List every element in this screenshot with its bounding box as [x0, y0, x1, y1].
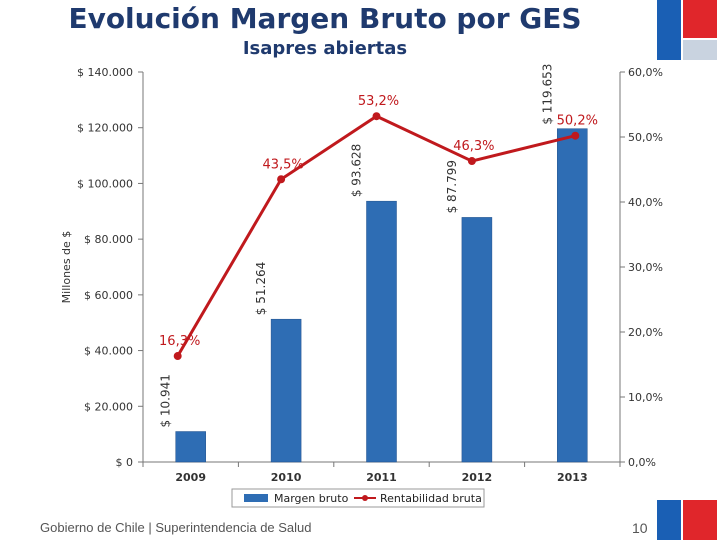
y-tick-label: $ 100.000 — [77, 177, 133, 190]
flag-bottom-right-icon — [657, 500, 717, 540]
y2-tick-label: 60,0% — [628, 66, 663, 79]
y-tick-label: $ 20.000 — [84, 400, 133, 413]
page-number: 10 — [632, 520, 648, 536]
legend-label: Margen bruto — [274, 492, 349, 505]
y2-tick-label: 40,0% — [628, 196, 663, 209]
bar-value-label: $ 51.264 — [254, 262, 268, 315]
bar — [461, 217, 493, 463]
footer-text: Gobierno de Chile | Superintendencia de … — [40, 520, 312, 535]
y2-tick-label: 20,0% — [628, 326, 663, 339]
y2-tick-label: 30,0% — [628, 261, 663, 274]
bar — [270, 318, 302, 463]
line-point — [277, 175, 286, 184]
flag-top-right-icon — [657, 0, 717, 60]
bar-value-label: $ 10.941 — [159, 374, 173, 427]
x-tick-label: 2009 — [175, 471, 206, 484]
line-value-label: 53,2% — [358, 94, 399, 109]
line-point — [372, 112, 381, 121]
y-tick-label: $ 140.000 — [77, 66, 133, 79]
line-value-label: 43,5% — [262, 157, 303, 172]
bar-value-label: $ 87.799 — [445, 160, 459, 213]
y2-tick-label: 0,0% — [628, 456, 656, 469]
y-tick-label: $ 40.000 — [84, 345, 133, 358]
bar-value-label: $ 93.628 — [350, 144, 364, 197]
legend-line-marker — [362, 495, 368, 501]
slide-title: Evolución Margen Bruto por GES — [68, 2, 582, 35]
bar — [366, 200, 397, 463]
y2-tick-label: 10,0% — [628, 391, 663, 404]
x-tick-label: 2010 — [271, 471, 302, 484]
line-value-label: 50,2% — [557, 114, 598, 129]
bar-value-label: $ 119.653 — [540, 64, 554, 125]
y-tick-label: $ 0 — [116, 456, 134, 469]
x-tick-label: 2013 — [557, 471, 588, 484]
y-axis-title: Millones de $ — [60, 231, 73, 304]
line-value-label: 46,3% — [453, 139, 494, 154]
legend-label: Rentabilidad bruta — [380, 492, 482, 505]
bar — [175, 431, 206, 463]
y-tick-label: $ 60.000 — [84, 289, 133, 302]
line-point — [467, 157, 476, 166]
y-tick-label: $ 120.000 — [77, 122, 133, 135]
y2-tick-label: 50,0% — [628, 131, 663, 144]
x-tick-label: 2012 — [462, 471, 493, 484]
slide-subtitle: Isapres abiertas — [242, 38, 408, 59]
y-tick-label: $ 80.000 — [84, 233, 133, 246]
line-point — [571, 131, 580, 140]
line-point — [173, 352, 182, 361]
x-tick-label: 2011 — [366, 471, 397, 484]
bar — [557, 128, 588, 463]
legend-bar-swatch — [244, 494, 268, 502]
line-value-label: 16,3% — [159, 334, 200, 349]
